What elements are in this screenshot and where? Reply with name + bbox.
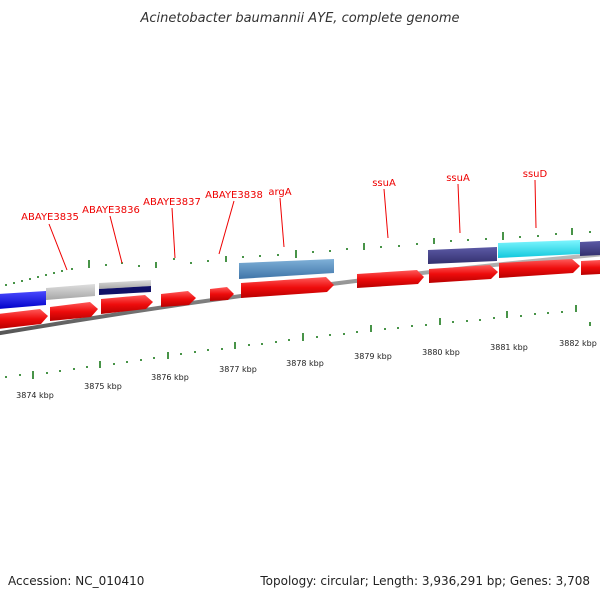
cds-arrow [161, 291, 196, 307]
cds-arrow [0, 309, 48, 329]
gene-label-ssua-1: ssuA [372, 178, 396, 189]
accession-text: Accession: NC_010410 [8, 574, 144, 588]
feature-indigo-edge [580, 241, 600, 256]
kbp-label-3877: 3877 kbp [219, 365, 257, 374]
feature-track [0, 240, 600, 309]
map-title: Acinetobacter baumannii AYE, complete ge… [139, 11, 459, 26]
kbp-label-3881: 3881 kbp [490, 343, 528, 352]
topology-text: Topology: circular; Length: 3,936,291 bp… [259, 574, 590, 588]
kbp-label-3880: 3880 kbp [422, 348, 460, 357]
gene-label-arga: argA [268, 187, 291, 198]
kbp-label-3876: 3876 kbp [151, 373, 189, 382]
gene-label-ssua-2: ssuA [446, 173, 470, 184]
cds-arrow [499, 259, 580, 278]
lower-tick-row [5, 305, 591, 379]
feature-navy [99, 286, 151, 295]
cds-arrow-track [0, 259, 600, 329]
cds-arrow [357, 270, 424, 288]
cds-arrow [241, 277, 334, 298]
gene-label-abaye3836: ABAYE3836 [82, 205, 140, 216]
gene-label-ssud: ssuD [523, 169, 548, 180]
kbp-label-3879: 3879 kbp [354, 352, 392, 361]
gene-label-abaye3838: ABAYE3838 [205, 190, 263, 201]
cds-arrow [50, 302, 98, 321]
kbp-label-3882: 3882 kbp [559, 339, 597, 348]
kbp-label-3874: 3874 kbp [16, 391, 54, 400]
feature-indigo [428, 247, 497, 264]
cds-arrow [101, 295, 153, 314]
cds-arrow [429, 265, 498, 283]
cds-arrow [210, 287, 234, 301]
gene-label-abaye3835: ABAYE3835 [21, 212, 79, 223]
cds-arrow [581, 260, 600, 275]
gene-label-abaye3837: ABAYE3837 [143, 197, 201, 208]
kbp-label-3875: 3875 kbp [84, 382, 122, 391]
kbp-label-3878: 3878 kbp [286, 359, 324, 368]
feature-blue [0, 291, 46, 309]
feature-cyan [498, 240, 580, 258]
feature-steelblue [239, 259, 334, 279]
label-connectors [48, 179, 537, 271]
feature-gray [46, 284, 95, 300]
